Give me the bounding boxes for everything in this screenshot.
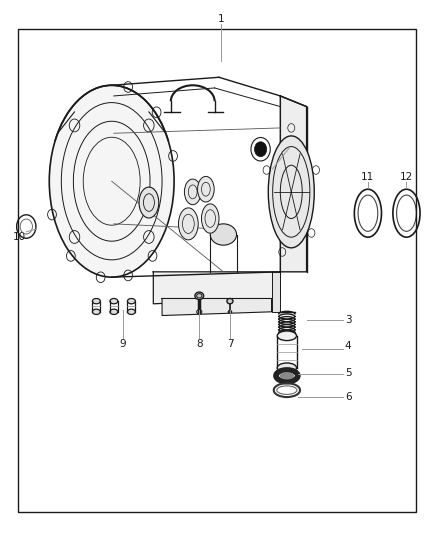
Ellipse shape <box>179 208 198 240</box>
Ellipse shape <box>110 298 118 304</box>
Text: 5: 5 <box>345 368 352 378</box>
Ellipse shape <box>110 309 118 314</box>
Ellipse shape <box>195 292 204 300</box>
Ellipse shape <box>92 298 100 304</box>
Text: 3: 3 <box>345 315 352 325</box>
Text: 6: 6 <box>345 392 352 402</box>
Ellipse shape <box>277 363 297 373</box>
Ellipse shape <box>227 298 233 304</box>
Text: 10: 10 <box>13 232 26 242</box>
Ellipse shape <box>210 224 237 245</box>
Ellipse shape <box>277 331 297 341</box>
Ellipse shape <box>268 136 314 248</box>
Ellipse shape <box>198 176 214 202</box>
Ellipse shape <box>184 179 201 205</box>
Polygon shape <box>280 96 307 272</box>
Text: 7: 7 <box>226 339 233 349</box>
Polygon shape <box>153 272 280 304</box>
Ellipse shape <box>201 204 219 233</box>
Circle shape <box>254 142 267 157</box>
Polygon shape <box>272 272 280 312</box>
Text: 4: 4 <box>345 342 352 351</box>
Ellipse shape <box>281 373 293 378</box>
Text: 11: 11 <box>361 172 374 182</box>
Ellipse shape <box>49 85 174 277</box>
Ellipse shape <box>139 187 159 218</box>
Ellipse shape <box>127 309 135 314</box>
Text: 1: 1 <box>218 14 225 23</box>
Text: 12: 12 <box>400 172 413 182</box>
Polygon shape <box>162 298 272 316</box>
Text: 8: 8 <box>196 339 203 349</box>
Ellipse shape <box>127 298 135 304</box>
Text: 9: 9 <box>119 339 126 349</box>
Text: 2: 2 <box>286 139 293 149</box>
Ellipse shape <box>92 309 100 314</box>
